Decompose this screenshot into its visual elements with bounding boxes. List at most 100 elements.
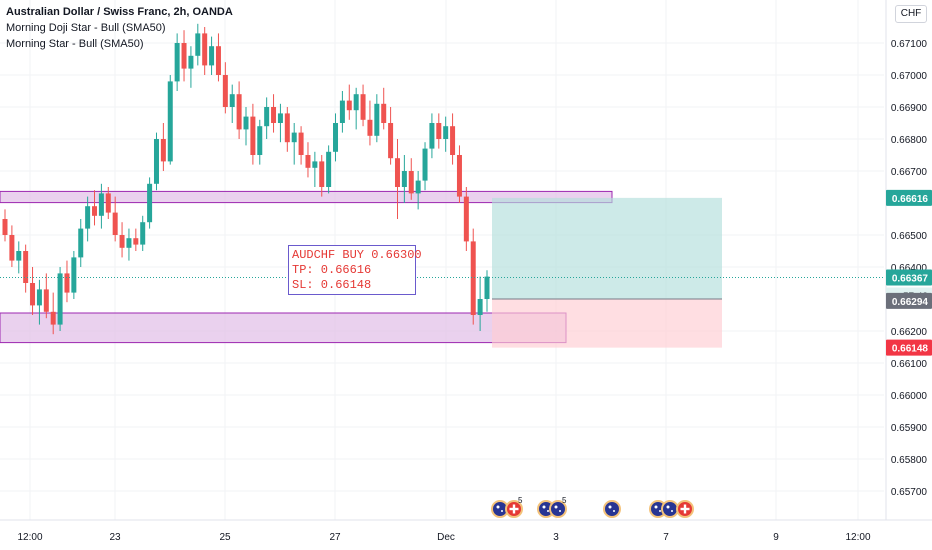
candles-layer [2, 23, 490, 335]
candle-body [64, 273, 70, 293]
candle-body [353, 94, 359, 111]
star-dot [554, 505, 558, 509]
candle-body [298, 132, 304, 155]
candle-body [443, 126, 449, 139]
take-profit-area[interactable] [492, 197, 722, 299]
candle-body [333, 123, 339, 152]
indicator-morning-doji-star[interactable]: Morning Doji Star - Bull (SMA50) [6, 22, 166, 34]
symbol-title[interactable]: Australian Dollar / Swiss Franc, 2h, OAN… [6, 6, 233, 18]
time-tick-label: 3 [553, 532, 559, 543]
candle-body [291, 132, 297, 143]
candle-body [153, 139, 159, 184]
candle-body [388, 123, 394, 159]
candle-body [92, 206, 98, 216]
entry-price-tag-bg [886, 292, 932, 309]
candle-body [312, 161, 318, 168]
candle-body [9, 235, 15, 261]
candle-body [360, 94, 366, 120]
candle-body [16, 251, 22, 261]
price-axis[interactable]: 0.67100 0.67000 0.66900 0.66800 0.66700 0.665… [885, 0, 928, 520]
candle-body [250, 116, 256, 155]
stop-loss-area[interactable] [492, 299, 722, 348]
candle-body [202, 33, 208, 66]
au-flag-icon[interactable] [549, 500, 567, 518]
candle-body [374, 103, 380, 136]
price-tick-label: 0.66800 [891, 135, 928, 146]
candle-body [140, 222, 146, 245]
event-count: 5 [562, 496, 567, 505]
star-dot [671, 510, 673, 512]
annotation-stop-loss: SL: 0.66148 [292, 278, 372, 292]
candle-body [30, 283, 36, 306]
indicator-morning-star[interactable]: Morning Star - Bull (SMA50) [6, 38, 144, 50]
support-zone [0, 312, 567, 344]
candle-body [305, 155, 311, 168]
au-flag-icon[interactable] [603, 500, 621, 518]
trade-annotation-box[interactable]: AUDCHF BUY 0.66300 TP: 0.66616 SL: 0.661… [288, 245, 422, 295]
price-tick-label: 0.65900 [891, 423, 928, 434]
star-dot [496, 505, 500, 509]
candle-body [415, 180, 421, 194]
candle-body [436, 123, 442, 139]
candle-body [2, 219, 8, 235]
time-tick-label: 23 [109, 532, 121, 543]
price-tick-label: 0.66100 [891, 359, 928, 370]
candle-body [264, 107, 270, 127]
candle-body [394, 158, 400, 187]
price-tick-label: 0.67000 [891, 71, 928, 82]
candle-body [188, 55, 194, 69]
candle-body [36, 289, 42, 306]
candle-body [257, 126, 263, 155]
candle-body [484, 276, 490, 299]
candle-body [422, 148, 428, 181]
au-flag-icon[interactable] [661, 500, 679, 518]
currency-badge[interactable]: CHF [895, 5, 927, 23]
time-axis[interactable]: 12:00 23 25 27 Dec 3 7 9 12:00 [0, 519, 932, 543]
candle-body [326, 151, 332, 187]
target-price-tag: 0.66616 [892, 194, 929, 205]
candle-body [85, 206, 91, 229]
candle-body [167, 81, 173, 162]
candle-body [43, 289, 49, 312]
candle-body [78, 228, 84, 258]
candle-body [195, 33, 201, 56]
candle-body [401, 171, 407, 187]
candle-body [429, 123, 435, 149]
candle-body [367, 119, 373, 136]
time-tick-label: 9 [773, 532, 779, 543]
candle-body [126, 238, 132, 248]
time-tick-label: 7 [663, 532, 669, 543]
star-dot [654, 505, 658, 509]
candle-body [339, 100, 345, 123]
candle-body [381, 103, 387, 123]
star-dot [547, 510, 549, 512]
time-tick-label: 27 [329, 532, 341, 543]
candle-body [209, 46, 215, 66]
cross-icon-h [680, 507, 690, 511]
stop-price-tag: 0.66148 [892, 344, 929, 355]
long-position-tool[interactable] [492, 197, 722, 348]
time-tick-label: 12:00 [845, 532, 870, 543]
candle-body [71, 257, 77, 293]
entry-price-tag: 0.66294 [892, 297, 929, 308]
candle-body [215, 46, 221, 75]
price-tick-label: 0.66900 [891, 103, 928, 114]
cross-icon-h [509, 507, 519, 511]
price-tick-label: 0.65800 [891, 455, 928, 466]
candle-body [346, 100, 352, 111]
time-tick-label: 25 [219, 532, 231, 543]
price-tick-label: 0.67100 [891, 39, 928, 50]
star-dot [542, 505, 546, 509]
candle-body [277, 113, 283, 123]
price-tick-label: 0.65700 [891, 487, 928, 498]
candle-body [236, 94, 242, 130]
candle-body [133, 238, 139, 245]
candle-body [450, 126, 456, 155]
candle-body [105, 193, 111, 213]
price-tick-label: 0.66700 [891, 167, 928, 178]
candle-body [181, 43, 187, 69]
candle-body [50, 311, 56, 325]
